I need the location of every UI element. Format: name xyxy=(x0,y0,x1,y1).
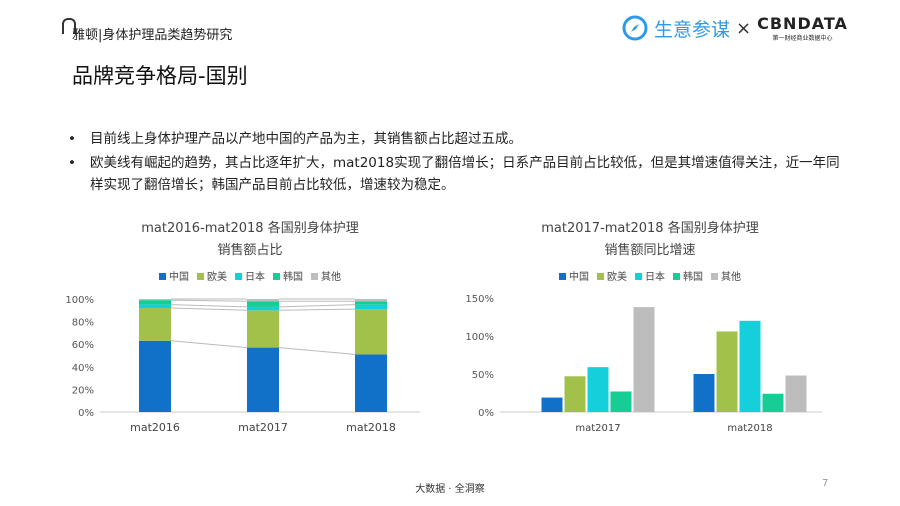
y-tick-label: 60% xyxy=(72,340,94,351)
y-tick-label: 40% xyxy=(72,363,94,374)
series-connector xyxy=(170,340,248,349)
chart2-subtitle: 销售额同比增速 xyxy=(604,243,696,258)
bar-segment xyxy=(247,347,279,412)
bar-segment xyxy=(355,354,387,412)
bar-segment xyxy=(355,299,387,302)
bar-segment xyxy=(247,310,279,348)
chart2-title: mat2017-mat2018 各国别身体护理 xyxy=(541,221,759,236)
y-tick-label: 0% xyxy=(478,408,494,419)
legend-item: 日本 xyxy=(235,268,265,283)
x-tick-label: mat2018 xyxy=(727,423,772,434)
legend-item: 日本 xyxy=(635,268,665,283)
chart1-header: mat2016-mat2018 各国别身体护理 销售额占比 中国 欧美 日本 韩国 其他 xyxy=(100,218,400,283)
report-title: 雅顿|身体护理品类趋势研究 xyxy=(72,28,233,43)
legend-item: 韩国 xyxy=(673,268,703,283)
bar xyxy=(739,320,761,412)
legend-item: 中国 xyxy=(159,268,189,283)
page-number: 7 xyxy=(822,478,829,489)
bar-segment xyxy=(139,308,171,341)
legend-item: 欧美 xyxy=(597,268,627,283)
bar xyxy=(633,307,655,412)
legend-item: 中国 xyxy=(559,268,589,283)
chart2-legend: 中国 欧美 日本 韩国 其他 xyxy=(500,268,800,283)
legend-item: 欧美 xyxy=(197,268,227,283)
bar-segment xyxy=(139,340,171,412)
bar xyxy=(762,393,784,412)
series-connector xyxy=(278,304,356,308)
bar-segment xyxy=(139,300,171,305)
bar xyxy=(610,391,632,412)
bar-segment xyxy=(355,301,387,305)
series-connector xyxy=(170,299,248,302)
series-connector xyxy=(278,347,356,355)
y-tick-label: 0% xyxy=(78,408,94,419)
bar xyxy=(716,331,738,412)
bar xyxy=(564,376,586,412)
legend-item: 韩国 xyxy=(273,268,303,283)
bar-segment xyxy=(139,299,171,301)
y-tick-label: 50% xyxy=(472,370,494,381)
bar xyxy=(693,374,715,412)
brand-name: 生意参谋 xyxy=(654,18,731,41)
partner-subtitle: 第一财经商业数据中心 xyxy=(772,35,833,42)
times-sign: × xyxy=(736,17,752,39)
chart1-subtitle: 销售额占比 xyxy=(217,243,283,258)
bar-segment xyxy=(247,299,279,302)
series-connector xyxy=(170,304,248,308)
x-tick-label: mat2017 xyxy=(575,423,620,434)
chart1-title: mat2016-mat2018 各国别身体护理 xyxy=(141,221,359,236)
chart2-header: mat2017-mat2018 各国别身体护理 销售额同比增速 中国 欧美 日本 韩国… xyxy=(500,218,800,283)
bar-segment xyxy=(355,309,387,355)
bullet-list: 目前线上身体护理产品以产地中国的产品为主，其销售额占比超过五成。 欧美线有崛起的… xyxy=(68,128,848,198)
bar xyxy=(541,397,563,412)
brand-logos: 生意参谋 × CBNDATA 第一财经商业数据中心 xyxy=(622,14,848,42)
bar-segment xyxy=(247,301,279,307)
x-tick-label: mat2018 xyxy=(346,421,396,434)
bar xyxy=(587,367,609,412)
y-tick-label: 80% xyxy=(72,318,94,329)
page-title: 品牌竞争格局-国别 xyxy=(72,64,248,88)
x-tick-label: mat2017 xyxy=(238,421,288,434)
bullet-item: 目前线上身体护理产品以产地中国的产品为主，其销售额占比超过五成。 xyxy=(68,128,848,150)
footer-slogan: 大数据 · 全洞察 xyxy=(415,484,485,495)
series-connector xyxy=(278,308,356,311)
bullet-item: 欧美线有崛起的趋势，其占比逐年扩大，mat2018实现了翻倍增长；日系产品目前占… xyxy=(68,152,848,196)
bar-segment xyxy=(247,306,279,311)
x-tick-label: mat2016 xyxy=(130,421,180,434)
compass-icon xyxy=(622,15,648,41)
legend-item: 其他 xyxy=(311,268,341,283)
y-tick-label: 150% xyxy=(465,294,494,305)
series-connector xyxy=(170,307,248,311)
partner-logo: CBNDATA xyxy=(757,14,848,33)
legend-item: 其他 xyxy=(711,268,741,283)
bar xyxy=(785,375,807,412)
y-tick-label: 20% xyxy=(72,385,94,396)
bar-segment xyxy=(355,304,387,310)
chart1-legend: 中国 欧美 日本 韩国 其他 xyxy=(100,268,400,283)
bar-segment xyxy=(139,304,171,309)
y-tick-label: 100% xyxy=(65,295,94,306)
logo-icon xyxy=(62,18,76,34)
y-tick-label: 100% xyxy=(465,332,494,343)
